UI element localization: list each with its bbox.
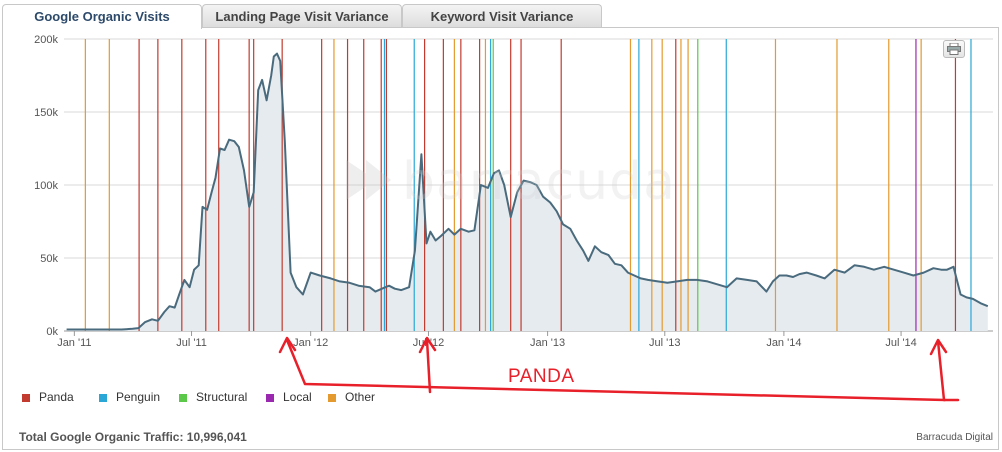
x-tick-label: Jul '14: [885, 337, 916, 349]
y-tick-label: 0k: [46, 326, 58, 338]
legend-swatch-other: [328, 393, 336, 402]
legend-label: Panda: [39, 390, 74, 404]
legend-item-panda[interactable]: Panda: [22, 390, 74, 404]
visits-line: [66, 52, 989, 331]
credit-label: Barracuda Digital: [916, 432, 993, 443]
annotation-arrows: [278, 336, 960, 402]
tab-landing-page-visit-variance[interactable]: Landing Page Visit Variance: [202, 4, 402, 28]
legend-label: Local: [283, 390, 312, 404]
tab-bar: Google Organic Visits Landing Page Visit…: [0, 0, 1002, 29]
arrow-head: [929, 338, 948, 356]
legend-label: Structural: [196, 390, 248, 404]
legend-label: Penguin: [116, 390, 161, 404]
legend-item-penguin[interactable]: Penguin: [99, 390, 160, 404]
tab-google-organic-visits[interactable]: Google Organic Visits: [2, 4, 202, 29]
x-tick-label: Jan '13: [530, 337, 565, 349]
x-tick-label: Jan '14: [766, 337, 801, 349]
y-tick-label: 200k: [34, 34, 58, 46]
y-tick-label: 100k: [34, 180, 58, 192]
x-tick-label: Jan '12: [293, 337, 328, 349]
arrow-to-jul12-panda: [425, 338, 432, 394]
legend-swatch-panda: [22, 393, 30, 402]
print-button[interactable]: [943, 40, 965, 58]
visits-area: [66, 53, 988, 331]
tab-keyword-visit-variance[interactable]: Keyword Visit Variance: [402, 4, 602, 28]
legend-swatch-structural: [179, 393, 187, 402]
arrow-to-sep14-panda: [936, 339, 960, 402]
arrow-to-jan12-panda: [285, 338, 947, 402]
arrow-head: [278, 336, 297, 354]
legend-swatch-local: [266, 393, 274, 402]
legend-label: Other: [345, 390, 376, 404]
arrow-head: [418, 336, 437, 354]
x-tick-label: Jul '11: [176, 337, 207, 349]
legend-swatch-penguin: [99, 393, 107, 402]
axes: 0k 50k 100k 150k 200k Jan '11 Jul '11 Jan '12 Ju…: [34, 34, 917, 349]
total-traffic-label: Total Google Organic Traffic: 10,996,041: [19, 430, 247, 444]
printer-icon: [947, 43, 961, 55]
legend-item-structural[interactable]: Structural: [179, 390, 247, 404]
legend-item-local[interactable]: Local: [266, 390, 312, 404]
x-tick-label: Jan '11: [57, 337, 91, 349]
area-layer: [66, 53, 988, 331]
y-tick-label: 150k: [34, 107, 58, 119]
x-tick-label: Jul '12: [413, 337, 444, 349]
legend-item-other[interactable]: Other: [328, 390, 375, 404]
y-tick-label: 50k: [40, 253, 58, 265]
panda-annotation-label: PANDA: [508, 366, 575, 387]
x-tick-label: Jul '13: [649, 337, 680, 349]
line-layer: [66, 52, 989, 331]
